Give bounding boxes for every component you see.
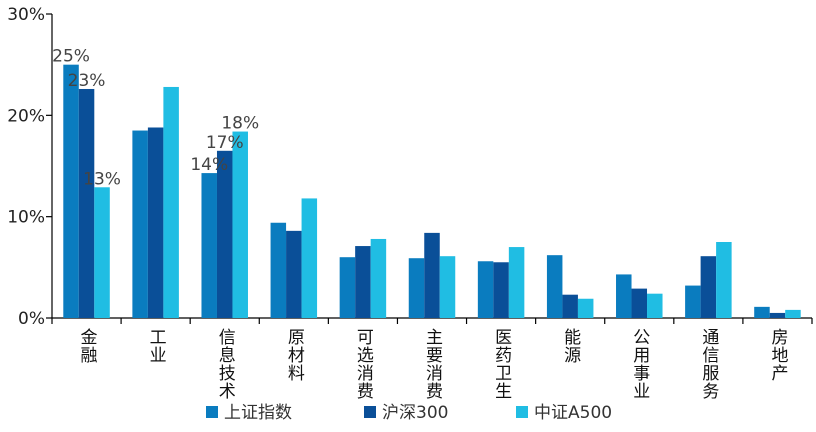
x-category-label: 工业: [146, 328, 167, 364]
bar-沪深300-医药卫生: [493, 262, 509, 318]
bar-上证指数-可选消费: [339, 257, 356, 318]
bar-上证指数-通信服务: [685, 285, 701, 318]
data-label: 14%: [190, 155, 228, 175]
bar-上证指数-工业: [132, 130, 148, 318]
legend-swatch: [206, 406, 218, 418]
bar-中证A500-原材料: [301, 198, 318, 318]
bar-中证A500-能源: [577, 298, 594, 318]
bar-沪深300-通信服务: [700, 256, 717, 318]
bar-沪深300-可选消费: [355, 246, 371, 318]
y-tick-label: 30%: [7, 5, 45, 25]
bar-中证A500-可选消费: [370, 238, 387, 318]
x-category-label: 通信服务: [698, 328, 719, 400]
bar-沪深300-金融: [78, 88, 95, 318]
bar-沪深300-主要消费: [424, 232, 440, 318]
data-label: 13%: [83, 169, 121, 189]
x-category-label: 可选消费: [353, 328, 374, 400]
bar-中证A500-房地产: [785, 309, 801, 318]
legend-label: 上证指数: [224, 403, 292, 423]
data-label: 18%: [221, 114, 259, 134]
bar-中证A500-金融: [94, 187, 110, 318]
legend-label: 沪深300: [382, 403, 448, 423]
y-tick-label: 20%: [7, 106, 45, 126]
y-tick-label: 10%: [7, 208, 45, 228]
bar-沪深300-房地产: [769, 312, 786, 318]
x-category-label: 金融: [77, 328, 98, 364]
data-label: 17%: [206, 133, 244, 153]
bar-中证A500-工业: [163, 86, 179, 319]
data-label: 25%: [52, 47, 90, 67]
bar-上证指数-医药卫生: [477, 261, 494, 318]
bar-中证A500-通信服务: [716, 242, 732, 318]
data-label: 23%: [68, 71, 106, 91]
x-category-label: 主要消费: [422, 328, 443, 400]
legend-swatch: [516, 406, 528, 418]
y-tick-label: 0%: [18, 309, 45, 329]
x-category-label: 信息技术: [215, 328, 236, 400]
bar-中证A500-信息技术: [232, 131, 248, 318]
x-category-label: 能源: [560, 328, 581, 364]
x-category-label: 公用事业: [629, 328, 650, 400]
x-category-label: 原材料: [284, 328, 305, 382]
legend-swatch: [364, 406, 376, 418]
x-category-label: 房地产: [767, 328, 788, 382]
bar-上证指数-公用事业: [616, 274, 632, 318]
bar-上证指数-房地产: [754, 306, 770, 318]
bar-沪深300-原材料: [286, 230, 302, 318]
bar-上证指数-主要消费: [408, 258, 425, 318]
bar-中证A500-主要消费: [439, 256, 456, 318]
bar-上证指数-金融: [63, 64, 79, 319]
bar-上证指数-原材料: [270, 222, 287, 318]
bar-中证A500-公用事业: [647, 293, 663, 318]
bar-上证指数-能源: [546, 255, 563, 318]
bar-沪深300-工业: [147, 127, 164, 318]
bar-沪深300-能源: [562, 294, 578, 318]
bar-中证A500-医药卫生: [508, 247, 525, 318]
bar-沪深300-公用事业: [631, 288, 648, 318]
bar-上证指数-信息技术: [201, 173, 217, 318]
bar-沪深300-信息技术: [216, 150, 233, 318]
x-category-label: 医药卫生: [491, 328, 512, 400]
legend-label: 中证A500: [534, 403, 612, 423]
